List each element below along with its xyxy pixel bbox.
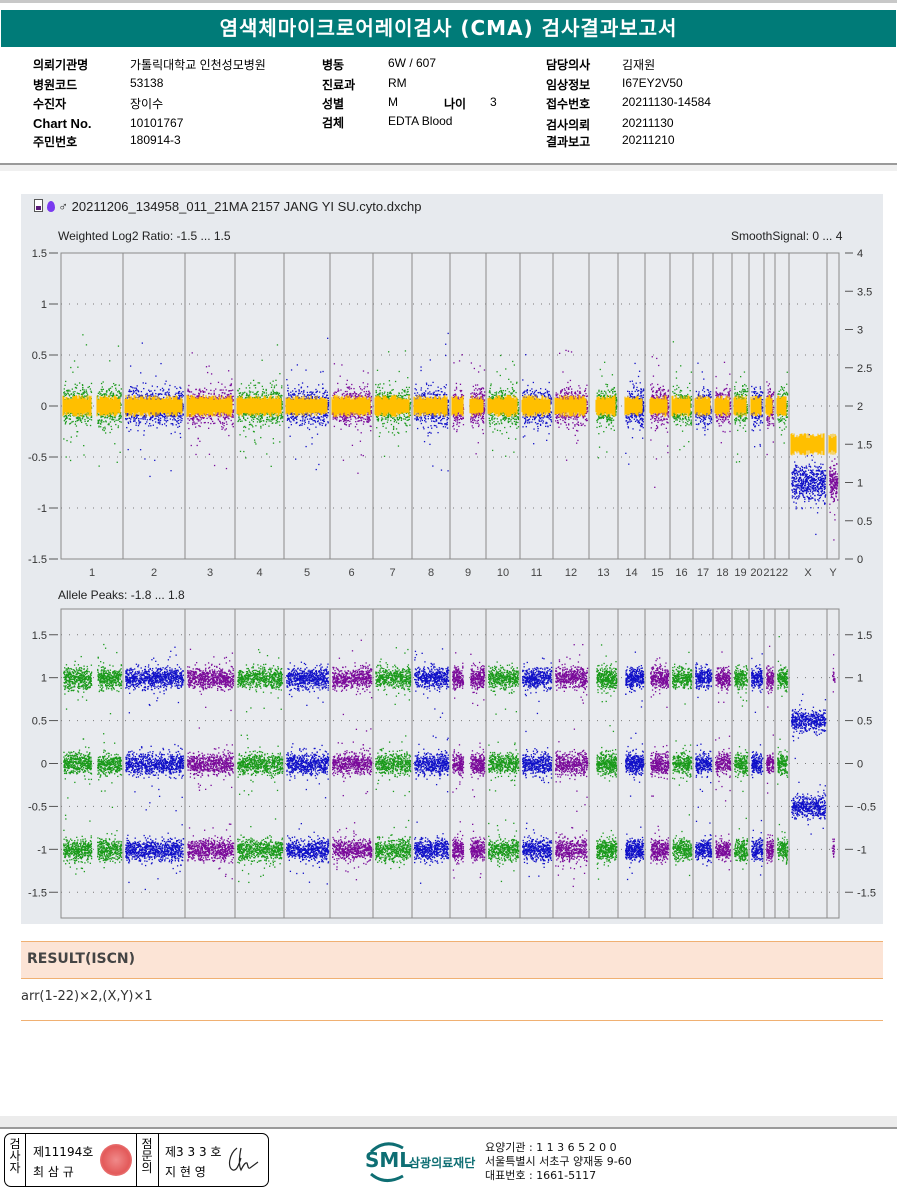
chromosome-label: Y [829, 567, 837, 579]
chromosome-label: 3 [207, 567, 213, 579]
examiner-license: 제11194호 [33, 1143, 93, 1160]
y-tick-label: 0.5 [32, 350, 47, 362]
footer-divider [0, 1127, 897, 1129]
chromosome-label: 22 [776, 567, 788, 579]
y2-tick-label: 0 [857, 554, 863, 566]
y-tick-label: 0 [41, 401, 47, 413]
y2-tick-label: 1.5 [857, 439, 872, 451]
y-tick-label: -1.5 [28, 887, 47, 899]
y2-tick-label: 3.5 [857, 286, 872, 298]
y-tick-label: -0.5 [28, 801, 47, 813]
reviewer-name: 지 현 영 [165, 1163, 206, 1180]
y2-tick-label: 1 [857, 673, 863, 685]
address-line: 대표번호 : 1661-5117 [485, 1169, 632, 1183]
chromosome-label: 6 [348, 567, 354, 579]
chromosome-label: 8 [428, 567, 434, 579]
chromosome-label: 20 [750, 567, 762, 579]
y-tick-label: -0.5 [28, 452, 47, 464]
result-iscn: arr(1-22)×2,(X,Y)×1 [21, 989, 153, 1004]
y2-tick-label: 3 [857, 325, 863, 337]
address-line: 요양기관 : 1 1 3 6 5 2 0 0 [485, 1141, 632, 1155]
chromosome-label: 1 [89, 567, 95, 579]
y2-tick-label: 0.5 [857, 516, 872, 528]
y-tick-label: 0 [41, 759, 47, 771]
result-header: RESULT(ISCN) [21, 941, 883, 979]
y2-tick-label: 1 [857, 478, 863, 490]
chromosome-label: 5 [304, 567, 310, 579]
address-line: 서울특별시 서초구 양재동 9-60 [485, 1155, 632, 1169]
chromosome-label: 10 [497, 567, 509, 579]
y-tick-label: 1.5 [32, 630, 47, 642]
chromosome-13 [596, 644, 617, 879]
reviewer-license: 제3 3 3 호 [165, 1143, 221, 1160]
y2-tick-label: 0 [857, 759, 863, 771]
y2-tick-label: 4 [857, 248, 863, 260]
sml-brand: SML [365, 1148, 412, 1172]
chromosome-label: 19 [734, 567, 746, 579]
y2-tick-label: -0.5 [857, 801, 876, 813]
y-tick-label: 1.5 [32, 248, 47, 260]
chromosome-label: 11 [531, 567, 542, 579]
chromosome-label: 2 [151, 567, 157, 579]
chromosome-label: 4 [256, 567, 262, 579]
examiner-seal [100, 1144, 132, 1176]
chromosome-label: 7 [389, 567, 395, 579]
reviewer-signature [225, 1144, 261, 1174]
sml-org-name: 삼광의료재단 [409, 1154, 475, 1171]
y-tick-label: -1 [37, 844, 47, 856]
chromosome-label: 14 [625, 567, 637, 579]
y2-tick-label: 2 [857, 401, 863, 413]
result-heading: RESULT(ISCN) [27, 951, 135, 967]
y2-tick-label: -1 [857, 844, 867, 856]
chromosome-label: 18 [716, 567, 728, 579]
y-tick-label: -1 [37, 503, 47, 515]
y2-tick-label: -1.5 [857, 887, 876, 899]
chromosome-label: 9 [465, 567, 471, 579]
y-tick-label: -1.5 [28, 554, 47, 566]
result-divider [21, 1020, 883, 1021]
chromosome-label: 16 [675, 567, 687, 579]
institution-address: 요양기관 : 1 1 3 6 5 2 0 0 서울특별시 서초구 양재동 9-6… [485, 1141, 632, 1183]
y-tick-label: 0.5 [32, 716, 47, 728]
chromosome-label: X [804, 567, 812, 579]
examiner-name: 최 삼 규 [33, 1163, 74, 1180]
y-tick-label: 1 [41, 673, 47, 685]
chromosome-label: 13 [597, 567, 609, 579]
y-tick-label: 1 [41, 299, 47, 311]
chromosome-label: 12 [565, 567, 577, 579]
y2-tick-label: 1.5 [857, 630, 872, 642]
chromosome-label: 17 [697, 567, 709, 579]
chromosome-label: 15 [651, 567, 663, 579]
cma-plots: 1 2 3 4 5 6 7 8 9 10 11 12 13 14 15 16 17 18 19 20 21 22 X Y1.5… [0, 0, 897, 1197]
chromosome-label: 21 [763, 567, 775, 579]
y2-tick-label: 2.5 [857, 363, 872, 375]
y2-tick-label: 0.5 [857, 716, 872, 728]
